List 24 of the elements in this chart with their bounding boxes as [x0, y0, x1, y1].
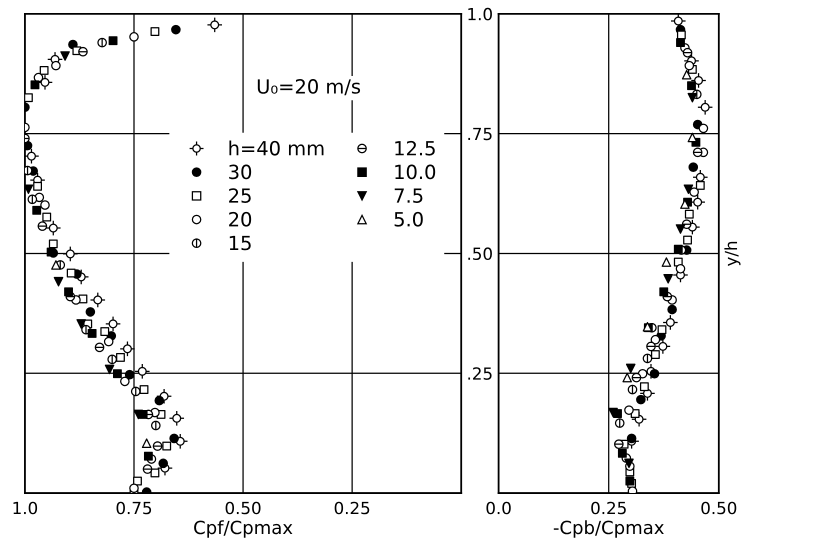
x-tick-label: 0.0 [486, 502, 511, 514]
legend-label: 25 [229, 188, 251, 203]
legend-label: 12.5 [395, 140, 435, 156]
y-tick-label: .75 [468, 128, 492, 140]
legend-label: 5.0 [394, 212, 423, 227]
x-tick-label: 0.50 [701, 502, 736, 514]
legend-label: h=40 mm [229, 140, 324, 156]
x-tick-label: 0.25 [334, 502, 370, 514]
x-tick-label: 0.25 [591, 502, 626, 514]
legend-label: 20 [229, 212, 252, 227]
y-tick-label: .50 [468, 247, 492, 260]
x-axis-title: Cpf/Cpmax [194, 520, 292, 538]
x-tick-label: 0.75 [116, 502, 152, 514]
y-tick-label: 1.0 [468, 8, 492, 20]
legend-label: 7.5 [394, 188, 422, 203]
legend-label: 30 [229, 164, 252, 180]
y-tick-label: .25 [468, 367, 492, 380]
y-axis-title: y/h [724, 242, 740, 266]
annotation: U₀=20 m/s [258, 79, 360, 96]
x-tick-label: 1.0 [14, 502, 38, 514]
legend-label: 15 [230, 236, 251, 250]
x-tick-label: 0.50 [226, 502, 261, 514]
legend-label: 10.0 [395, 164, 436, 180]
x-axis-title: -Cpb/Cpmax [554, 520, 664, 538]
